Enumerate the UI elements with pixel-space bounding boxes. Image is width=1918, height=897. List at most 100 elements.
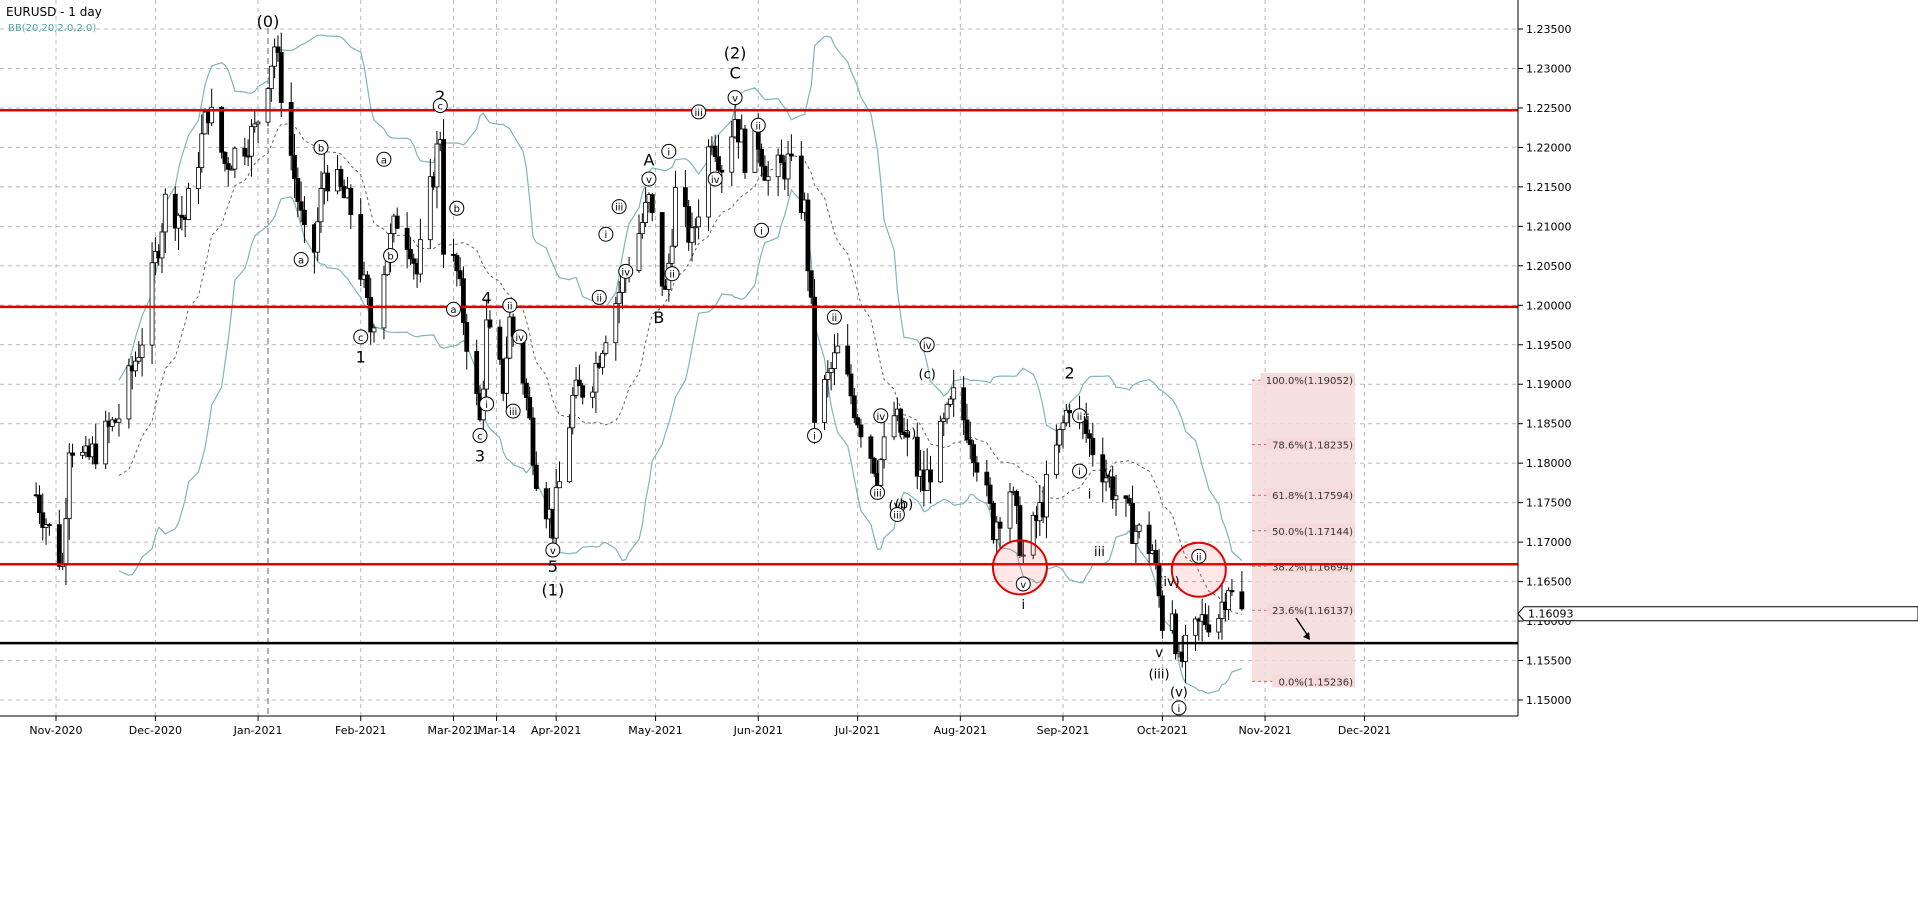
time-tick-label: Jan-2021 [233,724,283,737]
candle-body [1103,477,1109,483]
candle-body [636,233,642,271]
candle-body [828,368,834,373]
wave-label-circle [449,200,465,216]
candle-body [533,464,539,490]
candle-body [172,193,178,229]
candle-body [1173,613,1179,655]
candle-body [1219,601,1225,619]
candle-body [1060,422,1066,430]
chart-title: EURUSD - 1 day [6,5,102,19]
wave-label: iv [923,341,932,352]
candle-body [1130,502,1135,544]
candle-body [507,316,513,359]
price-tick-label: 1.15000 [1526,694,1572,707]
candle-body [573,379,579,396]
candle-body [576,379,582,387]
candle-body [832,352,837,369]
wave-label: i [1178,704,1181,715]
trend-arrow-head [1303,632,1310,640]
wave-label-circle [641,171,657,187]
candle-body [1113,495,1119,501]
wave-label-circle [505,403,521,419]
time-tick-label: Mar-2021 [427,724,479,737]
price-tick-label: 1.18500 [1526,418,1572,431]
candle-body [689,227,695,243]
wave-label: (a) [898,427,916,442]
fib-label-bg [1266,523,1355,537]
candle-body [570,394,576,429]
wave-label: iii [615,203,623,214]
wave-label-circle [664,266,680,282]
wave-label: i [667,147,670,158]
wave-label-circle [293,252,309,268]
wave-label-circle [1171,700,1187,716]
candle-body [858,424,864,438]
candle-body [1057,429,1063,446]
price-tick-label: 1.20000 [1526,299,1572,312]
candle-body [338,169,344,187]
candle-body [673,187,678,247]
candle-body [964,419,970,441]
wave-label: C [729,63,740,82]
candle-body [987,484,993,504]
candle-body [46,524,52,526]
candle-body [944,404,950,420]
wave-label: v [732,94,738,105]
wave-label-circle [353,329,369,345]
fib-label-bg [1266,559,1355,573]
candle-body [103,420,109,465]
price-tick-label: 1.21000 [1526,220,1572,233]
time-tick-label: Sep-2021 [1037,724,1090,737]
wave-label: ii [1083,412,1090,427]
price-tick-label: 1.21500 [1526,181,1572,194]
wave-label: a [381,155,387,166]
price-tick-label: 1.15500 [1526,655,1572,668]
price-tick-label: 1.19000 [1526,378,1572,391]
fib-level-label: 0.0%(1.15236) [1278,677,1353,688]
resistance-circle [1170,541,1227,598]
candle-body [1153,550,1159,565]
wave-label: iv [621,267,630,278]
current-price-marker [1517,606,1918,622]
wave-label: iv [1100,466,1112,481]
candle-body [1067,409,1073,414]
candle-body [891,415,897,438]
candle-body [417,239,423,275]
time-tick-label: Apr-2021 [531,724,581,737]
candle-body [984,471,990,486]
fib-level-label: 23.6%(1.16137) [1272,606,1353,617]
candle-body [149,262,155,346]
candle-body [808,270,814,298]
candle-body [1133,530,1139,544]
candle-body [1216,618,1222,633]
candle-body [759,148,764,167]
candle-body [1203,614,1208,626]
candle-body [504,357,509,394]
candle-body [40,512,46,528]
candle-body [487,319,493,328]
candle-body [136,357,142,362]
wave-label-circle [807,428,823,444]
candle-body [812,296,817,423]
candle-body [358,214,364,280]
wave-label: iv [876,412,885,423]
candle-body [1044,474,1049,518]
candle-body [292,154,297,179]
wave-label-circle [727,90,743,106]
wave-label: ii [755,121,761,132]
wave-label: i [485,400,488,411]
bollinger-bands [118,34,1243,694]
trend-arrow-line [1295,617,1309,637]
candle-body [80,451,85,456]
price-tick-label: 1.23500 [1526,23,1572,36]
wave-label-circle [472,428,488,444]
candle-body [904,434,910,438]
candle-body [159,231,165,259]
wave-label-circle [1072,408,1088,424]
candle-body [454,255,460,272]
time-tick-label: Mar-14 [478,724,516,737]
wave-label: iv [515,333,524,344]
wave-label-circle [1015,576,1031,592]
candle-body [219,106,225,153]
